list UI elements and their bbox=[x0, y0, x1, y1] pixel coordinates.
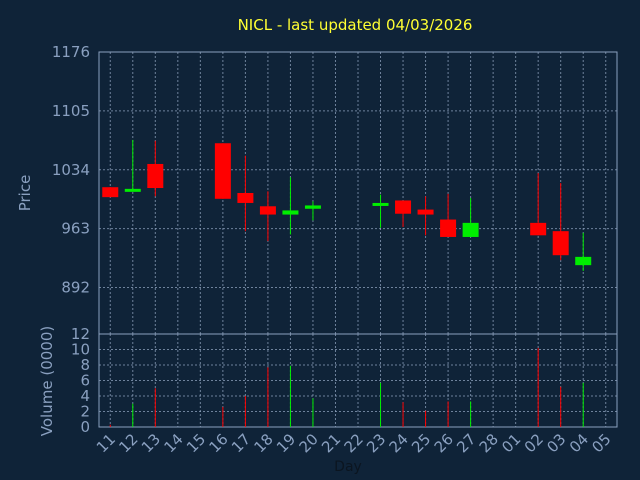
price-plot: 1176 1105 1034 963 892 bbox=[52, 43, 618, 335]
volume-y-tick-label: 8 bbox=[80, 356, 90, 374]
candle-body bbox=[147, 163, 164, 189]
candle-body bbox=[440, 219, 457, 237]
price-y-tick-label: 1105 bbox=[52, 102, 90, 120]
candle-body bbox=[282, 210, 299, 215]
candle-body bbox=[462, 222, 479, 237]
x-ticks: 1112131415161718192021222324252627280102… bbox=[93, 430, 615, 456]
candle-body bbox=[304, 205, 321, 209]
price-y-ticks: 1176 1105 1034 963 892 bbox=[52, 43, 90, 297]
candle-body bbox=[395, 200, 412, 214]
volume-bars bbox=[109, 347, 584, 427]
candle-body bbox=[214, 143, 231, 199]
volume-y-tick-label: 10 bbox=[71, 341, 90, 359]
price-y-tick-label: 1176 bbox=[52, 43, 90, 61]
price-y-tick-label: 1034 bbox=[52, 161, 90, 179]
price-grid bbox=[99, 51, 617, 334]
volume-axis-label: Volume (0000) bbox=[38, 326, 56, 436]
candle-body bbox=[237, 193, 254, 203]
price-y-tick-label: 892 bbox=[61, 279, 90, 297]
chart-title: NICL - last updated 04/03/2026 bbox=[238, 16, 473, 34]
volume-grid bbox=[99, 333, 617, 428]
candle-body bbox=[102, 187, 119, 198]
price-axis-label: Price bbox=[16, 175, 34, 212]
volume-y-tick-label: 6 bbox=[80, 372, 90, 390]
candle-body bbox=[417, 209, 434, 215]
candle-body bbox=[259, 206, 276, 215]
candles bbox=[102, 139, 592, 271]
candle-body bbox=[552, 231, 569, 256]
x-tick-label: 05 bbox=[588, 430, 614, 456]
volume-y-tick-label: 0 bbox=[80, 418, 90, 436]
price-y-tick-label: 963 bbox=[61, 220, 90, 238]
volume-y-tick-label: 4 bbox=[80, 387, 90, 405]
candle-body bbox=[124, 188, 141, 192]
candle-body bbox=[372, 202, 389, 206]
x-axis-label: Day bbox=[334, 459, 362, 475]
candle-body bbox=[575, 256, 592, 266]
volume-y-tick-label: 12 bbox=[71, 325, 90, 343]
candle-body bbox=[530, 222, 547, 236]
volume-y-tick-label: 2 bbox=[80, 403, 90, 421]
